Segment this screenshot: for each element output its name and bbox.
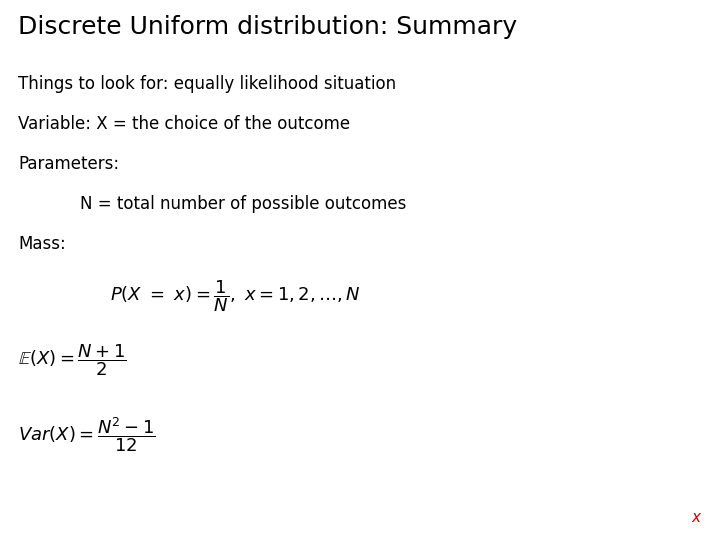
- Text: Things to look for: equally likelihood situation: Things to look for: equally likelihood s…: [18, 75, 396, 93]
- Text: Variable: X = the choice of the outcome: Variable: X = the choice of the outcome: [18, 115, 350, 133]
- Text: N = total number of possible outcomes: N = total number of possible outcomes: [80, 195, 406, 213]
- Text: $\mathbb{E}(X) = \dfrac{N + 1}{2}$: $\mathbb{E}(X) = \dfrac{N + 1}{2}$: [18, 342, 127, 377]
- Text: $P(X\ =\ x) = \dfrac{1}{N},\ x = 1, 2, \ldots, N$: $P(X\ =\ x) = \dfrac{1}{N},\ x = 1, 2, \…: [110, 278, 361, 314]
- Text: Mass:: Mass:: [18, 235, 66, 253]
- Text: Parameters:: Parameters:: [18, 155, 119, 173]
- Text: $Var(X) = \dfrac{N^2 - 1}{12}$: $Var(X) = \dfrac{N^2 - 1}{12}$: [18, 415, 156, 454]
- Text: Discrete Uniform distribution: Summary: Discrete Uniform distribution: Summary: [18, 15, 517, 39]
- Text: x: x: [691, 510, 700, 525]
